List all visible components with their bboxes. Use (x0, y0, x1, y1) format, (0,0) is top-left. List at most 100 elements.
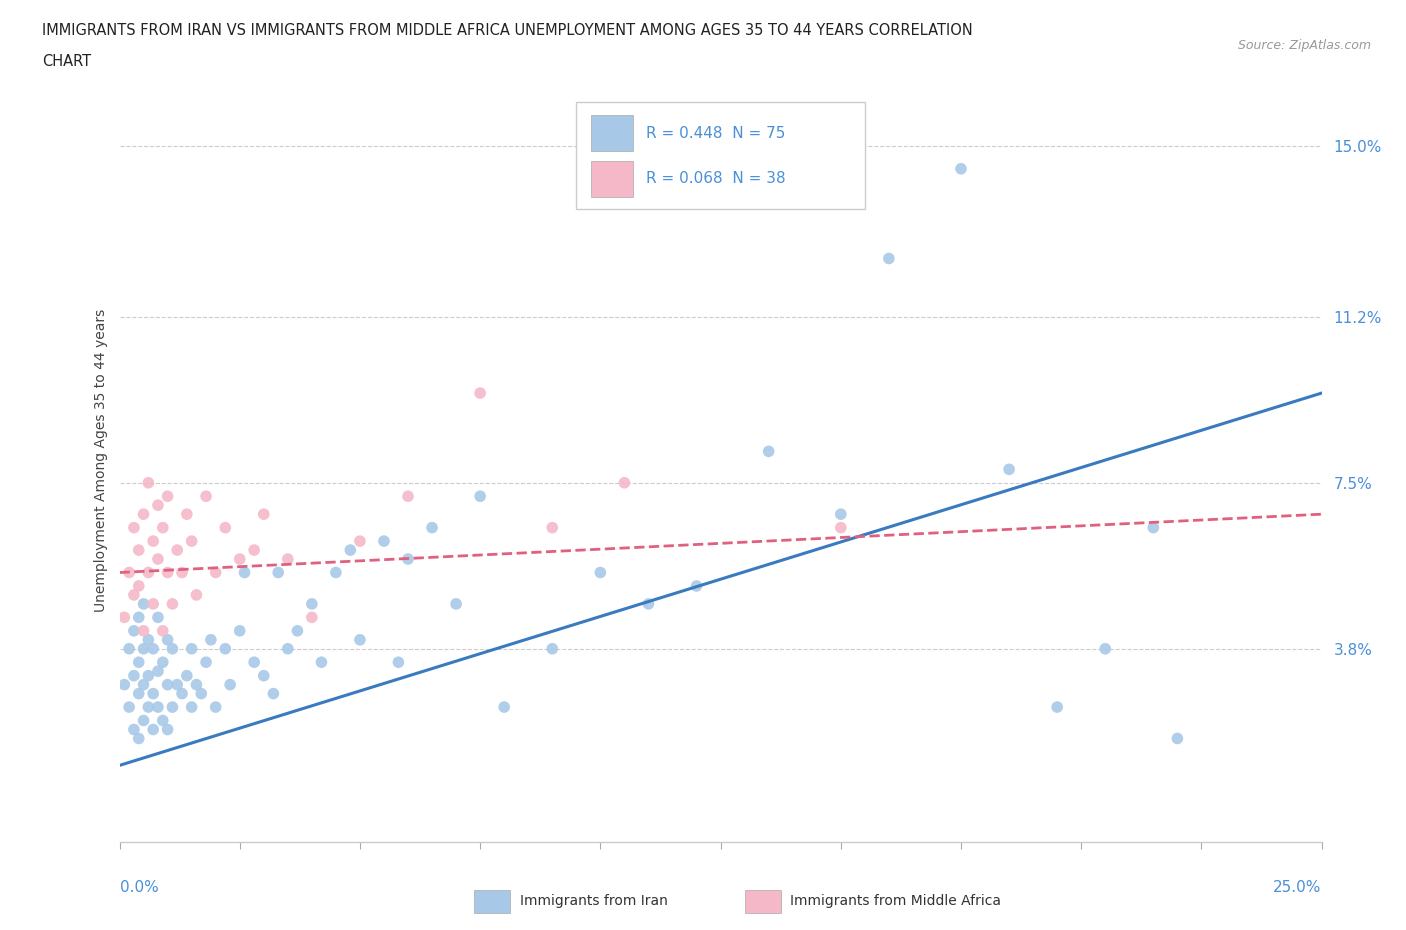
Point (998, 462, 1021, 477)
Point (243, 655, 266, 670)
Point (176, 507, 198, 522)
Point (277, 642, 299, 657)
Point (156, 489, 179, 504)
Point (253, 507, 276, 522)
Point (128, 542, 150, 557)
Point (170, 686, 193, 701)
Point (146, 610, 169, 625)
Point (396, 489, 419, 504)
Point (180, 534, 202, 549)
Point (387, 655, 409, 670)
Text: 25.0%: 25.0% (1274, 880, 1322, 895)
Point (180, 642, 202, 657)
Point (132, 623, 155, 638)
Point (128, 610, 150, 625)
Point (204, 699, 226, 714)
Point (152, 520, 174, 535)
Point (132, 507, 155, 522)
Point (233, 565, 256, 580)
Point (685, 578, 707, 593)
Point (142, 722, 165, 737)
Point (138, 699, 160, 714)
Point (195, 489, 218, 504)
Point (156, 565, 179, 580)
Point (152, 655, 174, 670)
Point (118, 565, 141, 580)
Point (444, 596, 467, 611)
Point (176, 669, 198, 684)
Point (142, 534, 165, 549)
Point (311, 655, 333, 670)
Point (152, 713, 174, 728)
Point (146, 664, 169, 679)
Point (122, 623, 145, 638)
Point (830, 520, 852, 535)
Point (132, 596, 155, 611)
Point (142, 686, 165, 701)
Point (396, 551, 419, 566)
Point (146, 699, 169, 714)
Point (122, 520, 145, 535)
Point (243, 542, 266, 557)
Point (214, 642, 236, 657)
Point (219, 677, 242, 692)
Point (138, 475, 160, 490)
Text: Source: ZipAtlas.com: Source: ZipAtlas.com (1237, 39, 1371, 52)
Point (180, 699, 202, 714)
Point (494, 699, 516, 714)
Point (339, 542, 361, 557)
Point (128, 655, 150, 670)
Point (112, 677, 135, 692)
Point (228, 623, 252, 638)
Point (118, 699, 141, 714)
Point (132, 642, 155, 657)
Point (156, 677, 179, 692)
Text: IMMIGRANTS FROM IRAN VS IMMIGRANTS FROM MIDDLE AFRICA UNEMPLOYMENT AMONG AGES 35: IMMIGRANTS FROM IRAN VS IMMIGRANTS FROM … (42, 23, 973, 38)
Point (267, 565, 290, 580)
Point (128, 578, 150, 593)
Point (122, 722, 145, 737)
Point (949, 161, 972, 176)
Point (758, 444, 780, 458)
Point (262, 686, 284, 701)
Point (541, 520, 564, 535)
Point (1166, 731, 1188, 746)
Text: R = 0.068  N = 38: R = 0.068 N = 38 (645, 171, 786, 186)
Bar (591, 161, 633, 197)
Point (112, 610, 135, 625)
Bar (474, 890, 510, 912)
Point (325, 565, 347, 580)
Point (122, 669, 145, 684)
Point (162, 699, 184, 714)
Point (142, 596, 165, 611)
Point (146, 498, 169, 512)
Point (118, 642, 141, 657)
Point (138, 669, 160, 684)
Point (162, 642, 184, 657)
Point (166, 542, 188, 557)
Point (277, 551, 299, 566)
Point (253, 669, 276, 684)
Point (301, 596, 323, 611)
Text: 0.0%: 0.0% (120, 880, 159, 895)
Point (287, 623, 309, 638)
Point (128, 686, 150, 701)
Point (152, 623, 174, 638)
Point (170, 565, 193, 580)
Point (1142, 520, 1164, 535)
Point (589, 565, 612, 580)
Point (1094, 642, 1116, 657)
Point (138, 632, 160, 647)
Point (162, 596, 184, 611)
Point (1046, 699, 1069, 714)
Point (301, 610, 323, 625)
Text: Immigrants from Middle Africa: Immigrants from Middle Africa (790, 894, 1001, 908)
Point (142, 642, 165, 657)
Point (190, 686, 212, 701)
Point (128, 731, 150, 746)
Point (132, 713, 155, 728)
Text: Immigrants from Iran: Immigrants from Iran (520, 894, 668, 908)
Point (132, 677, 155, 692)
Point (204, 565, 226, 580)
Point (122, 588, 145, 603)
